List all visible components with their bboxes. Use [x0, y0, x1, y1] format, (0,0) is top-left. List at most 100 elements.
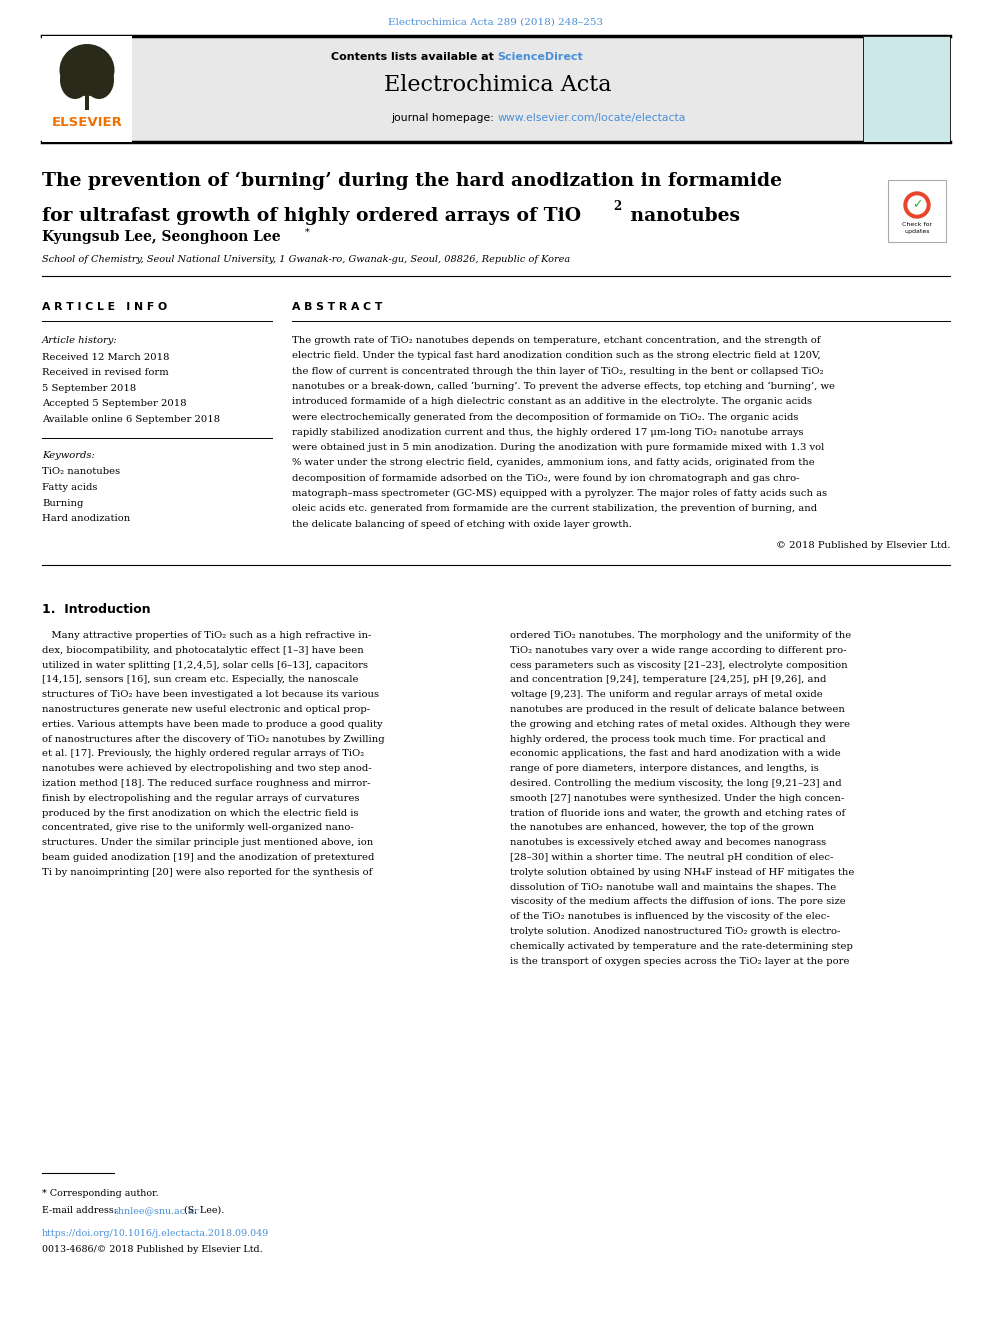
Text: the growing and etching rates of metal oxides. Although they were: the growing and etching rates of metal o… — [510, 720, 850, 729]
Text: Received in revised form: Received in revised form — [42, 369, 169, 377]
Text: Available online 6 September 2018: Available online 6 September 2018 — [42, 415, 220, 423]
Text: % water under the strong electric field, cyanides, ammonium ions, and fatty acid: % water under the strong electric field,… — [292, 458, 814, 467]
Text: beam guided anodization [19] and the anodization of pretextured: beam guided anodization [19] and the ano… — [42, 853, 374, 863]
Text: Hard anodization: Hard anodization — [42, 515, 130, 523]
Bar — [132, 36, 863, 142]
Text: nanotubes were achieved by electropolishing and two step anod-: nanotubes were achieved by electropolish… — [42, 765, 372, 773]
Circle shape — [908, 196, 926, 214]
Text: cess parameters such as viscosity [21–23], electrolyte composition: cess parameters such as viscosity [21–23… — [510, 660, 847, 669]
Text: is the transport of oxygen species across the TiO₂ layer at the pore: is the transport of oxygen species acros… — [510, 957, 849, 966]
Text: ScienceDirect: ScienceDirect — [498, 52, 583, 62]
Text: nanotubes are produced in the result of delicate balance between: nanotubes are produced in the result of … — [510, 705, 845, 714]
Text: the delicate balancing of speed of etching with oxide layer growth.: the delicate balancing of speed of etchi… — [292, 520, 632, 529]
Text: of the TiO₂ nanotubes is influenced by the viscosity of the elec-: of the TiO₂ nanotubes is influenced by t… — [510, 912, 829, 921]
Text: produced by the first anodization on which the electric field is: produced by the first anodization on whi… — [42, 808, 358, 818]
Text: dex, biocompatibility, and photocatalytic effect [1–3] have been: dex, biocompatibility, and photocatalyti… — [42, 646, 364, 655]
Text: for ultrafast growth of highly ordered arrays of TiO: for ultrafast growth of highly ordered a… — [42, 206, 581, 225]
Text: erties. Various attempts have been made to produce a good quality: erties. Various attempts have been made … — [42, 720, 383, 729]
Text: TiO₂ nanotubes vary over a wide range according to different pro-: TiO₂ nanotubes vary over a wide range ac… — [510, 646, 846, 655]
Text: utilized in water splitting [1,2,4,5], solar cells [6–13], capacitors: utilized in water splitting [1,2,4,5], s… — [42, 660, 368, 669]
Bar — [888, 180, 946, 242]
Bar — [863, 36, 950, 142]
Text: introduced formamide of a high dielectric constant as an additive in the electro: introduced formamide of a high dielectri… — [292, 397, 812, 406]
Text: and concentration [9,24], temperature [24,25], pH [9,26], and: and concentration [9,24], temperature [2… — [510, 676, 826, 684]
Text: the nanotubes are enhanced, however, the top of the grown: the nanotubes are enhanced, however, the… — [510, 823, 814, 832]
Text: desired. Controlling the medium viscosity, the long [9,21–23] and: desired. Controlling the medium viscosit… — [510, 779, 841, 789]
Ellipse shape — [60, 44, 114, 97]
Text: Check for
updates: Check for updates — [902, 222, 932, 234]
Text: were electrochemically generated from the decomposition of formamide on TiO₂. Th: were electrochemically generated from th… — [292, 413, 799, 422]
Text: Article history:: Article history: — [42, 336, 118, 345]
Text: tration of fluoride ions and water, the growth and etching rates of: tration of fluoride ions and water, the … — [510, 808, 845, 818]
Text: ELSEVIER: ELSEVIER — [52, 115, 122, 128]
Text: et al. [17]. Previously, the highly ordered regular arrays of TiO₂: et al. [17]. Previously, the highly orde… — [42, 749, 364, 758]
Text: Many attractive properties of TiO₂ such as a high refractive in-: Many attractive properties of TiO₂ such … — [42, 631, 371, 640]
Text: www.elsevier.com/locate/electacta: www.elsevier.com/locate/electacta — [498, 112, 685, 123]
Text: finish by electropolishing and the regular arrays of curvatures: finish by electropolishing and the regul… — [42, 794, 359, 803]
Text: structures. Under the similar principle just mentioned above, ion: structures. Under the similar principle … — [42, 839, 373, 847]
Text: Electrochimica Acta: Electrochimica Acta — [384, 74, 611, 97]
Text: 2: 2 — [613, 200, 621, 213]
Text: oleic acids etc. generated from formamide are the current stabilization, the pre: oleic acids etc. generated from formamid… — [292, 504, 817, 513]
Text: Ti by nanoimprinting [20] were also reported for the synthesis of: Ti by nanoimprinting [20] were also repo… — [42, 868, 372, 877]
Text: the flow of current is concentrated through the thin layer of TiO₂, resulting in: the flow of current is concentrated thro… — [292, 366, 823, 376]
Text: The prevention of ‘burning’ during the hard anodization in formamide: The prevention of ‘burning’ during the h… — [42, 172, 782, 191]
Text: [28–30] within a shorter time. The neutral pH condition of elec-: [28–30] within a shorter time. The neutr… — [510, 853, 833, 863]
Text: smooth [27] nanotubes were synthesized. Under the high concen-: smooth [27] nanotubes were synthesized. … — [510, 794, 844, 803]
Text: E-mail address:: E-mail address: — [42, 1207, 120, 1215]
Text: Burning: Burning — [42, 499, 83, 508]
Text: chemically activated by temperature and the rate-determining step: chemically activated by temperature and … — [510, 942, 853, 951]
Text: Kyungsub Lee, Seonghoon Lee: Kyungsub Lee, Seonghoon Lee — [42, 230, 281, 243]
Text: Contents lists available at: Contents lists available at — [330, 52, 498, 62]
Text: nanotubes is excessively etched away and becomes nanograss: nanotubes is excessively etched away and… — [510, 839, 826, 847]
Text: A R T I C L E   I N F O: A R T I C L E I N F O — [42, 302, 167, 312]
Text: nanotubes: nanotubes — [624, 206, 740, 225]
Text: ✓: ✓ — [912, 198, 923, 212]
Text: economic applications, the fast and hard anodization with a wide: economic applications, the fast and hard… — [510, 749, 841, 758]
Text: (S. Lee).: (S. Lee). — [181, 1207, 224, 1215]
Text: electric field. Under the typical fast hard anodization condition such as the st: electric field. Under the typical fast h… — [292, 352, 820, 360]
Text: structures of TiO₂ have been investigated a lot because its various: structures of TiO₂ have been investigate… — [42, 691, 379, 699]
Text: rapidly stabilized anodization current and thus, the highly ordered 17 μm-long T: rapidly stabilized anodization current a… — [292, 427, 804, 437]
Text: 0013-4686/© 2018 Published by Elsevier Ltd.: 0013-4686/© 2018 Published by Elsevier L… — [42, 1245, 263, 1254]
Text: [14,15], sensors [16], sun cream etc. Especially, the nanoscale: [14,15], sensors [16], sun cream etc. Es… — [42, 676, 358, 684]
Text: Electrochimica Acta 289 (2018) 248–253: Electrochimica Acta 289 (2018) 248–253 — [389, 17, 603, 26]
Text: TiO₂ nanotubes: TiO₂ nanotubes — [42, 467, 120, 476]
Text: Accepted 5 September 2018: Accepted 5 September 2018 — [42, 400, 186, 409]
Text: ization method [18]. The reduced surface roughness and mirror-: ization method [18]. The reduced surface… — [42, 779, 370, 789]
Text: range of pore diameters, interpore distances, and lengths, is: range of pore diameters, interpore dista… — [510, 765, 818, 773]
Bar — [85, 89, 89, 110]
Text: matograph–mass spectrometer (GC-MS) equipped with a pyrolyzer. The major roles o: matograph–mass spectrometer (GC-MS) equi… — [292, 490, 827, 499]
Text: nanotubes or a break-down, called ‘burning’. To prevent the adverse effects, top: nanotubes or a break-down, called ‘burni… — [292, 382, 835, 392]
Text: dissolution of TiO₂ nanotube wall and maintains the shapes. The: dissolution of TiO₂ nanotube wall and ma… — [510, 882, 836, 892]
Text: nanostructures generate new useful electronic and optical prop-: nanostructures generate new useful elect… — [42, 705, 370, 714]
Text: *: * — [305, 228, 310, 237]
Ellipse shape — [84, 61, 114, 99]
Text: * Corresponding author.: * Corresponding author. — [42, 1189, 159, 1199]
Text: 1.  Introduction: 1. Introduction — [42, 603, 151, 617]
Text: journal homepage:: journal homepage: — [391, 112, 498, 123]
Text: 5 September 2018: 5 September 2018 — [42, 384, 136, 393]
Text: School of Chemistry, Seoul National University, 1 Gwanak-ro, Gwanak-gu, Seoul, 0: School of Chemistry, Seoul National Univ… — [42, 255, 570, 265]
Text: Received 12 March 2018: Received 12 March 2018 — [42, 353, 170, 363]
Text: trolyte solution obtained by using NH₄F instead of HF mitigates the: trolyte solution obtained by using NH₄F … — [510, 868, 854, 877]
Text: Fatty acids: Fatty acids — [42, 483, 97, 492]
Text: Keywords:: Keywords: — [42, 451, 95, 459]
Ellipse shape — [60, 61, 90, 99]
Text: were obtained just in 5 min anodization. During the anodization with pure formam: were obtained just in 5 min anodization.… — [292, 443, 824, 452]
Text: highly ordered, the process took much time. For practical and: highly ordered, the process took much ti… — [510, 734, 825, 744]
Text: of nanostructures after the discovery of TiO₂ nanotubes by Zwilling: of nanostructures after the discovery of… — [42, 734, 385, 744]
Text: concentrated, give rise to the uniformly well-organized nano-: concentrated, give rise to the uniformly… — [42, 823, 354, 832]
Text: https://doi.org/10.1016/j.electacta.2018.09.049: https://doi.org/10.1016/j.electacta.2018… — [42, 1229, 269, 1238]
Circle shape — [904, 192, 930, 218]
Text: voltage [9,23]. The uniform and regular arrays of metal oxide: voltage [9,23]. The uniform and regular … — [510, 691, 822, 699]
Text: A B S T R A C T: A B S T R A C T — [292, 302, 382, 312]
Bar — [42, 36, 132, 142]
Text: shnlee@snu.ac.kr: shnlee@snu.ac.kr — [114, 1207, 199, 1215]
Text: The growth rate of TiO₂ nanotubes depends on temperature, etchant concentration,: The growth rate of TiO₂ nanotubes depend… — [292, 336, 820, 345]
Text: © 2018 Published by Elsevier Ltd.: © 2018 Published by Elsevier Ltd. — [776, 541, 950, 550]
Text: trolyte solution. Anodized nanostructured TiO₂ growth is electro-: trolyte solution. Anodized nanostructure… — [510, 927, 840, 935]
Text: decomposition of formamide adsorbed on the TiO₂, were found by ion chromatograph: decomposition of formamide adsorbed on t… — [292, 474, 800, 483]
Text: ordered TiO₂ nanotubes. The morphology and the uniformity of the: ordered TiO₂ nanotubes. The morphology a… — [510, 631, 851, 640]
Text: viscosity of the medium affects the diffusion of ions. The pore size: viscosity of the medium affects the diff… — [510, 897, 846, 906]
